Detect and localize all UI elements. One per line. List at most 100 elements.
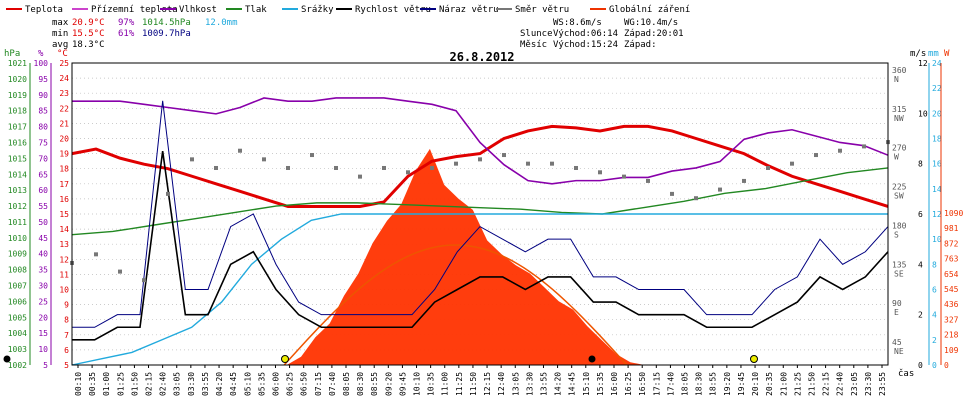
moon-rise: Východ:15:24: [553, 40, 618, 50]
temperature-tick: 19: [59, 150, 69, 159]
direction-name: S: [894, 230, 899, 239]
legend-label: Srážky: [301, 5, 334, 15]
x-tick-label: 15:35: [596, 372, 605, 396]
x-tick-label: 11:50: [469, 372, 478, 396]
direction-point: [814, 153, 818, 158]
rain-tick: 12: [932, 210, 942, 219]
temperature-tick: 18: [59, 165, 69, 174]
direction-point: [718, 187, 722, 192]
pressure-tick: 1009: [8, 250, 27, 259]
humidity-tick: 65: [38, 170, 48, 179]
unit-hpa: hPa: [4, 49, 20, 59]
humidity-tick: 30: [38, 282, 48, 291]
rain-tick: 24: [932, 59, 942, 68]
direction-name: W: [894, 153, 899, 162]
wind-tick: 12: [918, 59, 928, 68]
max-press: 1014.5hPa: [142, 18, 191, 28]
x-tick-label: 16:25: [624, 372, 633, 396]
x-tick-label: 13:55: [539, 372, 548, 396]
direction-point: [262, 157, 266, 162]
radiation-tick: 109: [944, 346, 959, 355]
direction-point: [838, 148, 842, 153]
humidity-tick: 40: [38, 250, 48, 259]
pressure-tick: 1007: [8, 282, 27, 291]
legend-label: Teplota: [25, 5, 63, 15]
unit-labels: hPa % °C m/s mm W čas: [4, 49, 950, 379]
x-tick-label: 10:10: [413, 372, 422, 396]
x-tick-label: 14:20: [554, 372, 563, 396]
direction-point: [310, 153, 314, 158]
humidity-tick: 15: [38, 329, 48, 338]
legend-label: Směr větru: [515, 5, 569, 15]
x-tick-label: 00:35: [88, 372, 97, 396]
humidity-tick: 80: [38, 123, 48, 132]
sun-rise: Východ:06:14: [553, 29, 618, 39]
radiation-tick: 872: [944, 239, 959, 248]
temperature-tick: 9: [64, 301, 69, 310]
direction-tick: 90: [892, 299, 902, 308]
rain-tick: 0: [932, 361, 937, 370]
x-tick-label: 18:30: [695, 372, 704, 396]
direction-point: [454, 161, 458, 166]
direction-point: [622, 174, 626, 179]
humidity-tick: 90: [38, 91, 48, 100]
direction-tick: 360: [892, 66, 907, 75]
x-tick-label: 13:05: [511, 372, 520, 396]
temperature-tick: 20: [59, 135, 69, 144]
humidity-tick: 25: [38, 297, 48, 306]
humidity-tick: 20: [38, 313, 48, 322]
series-line: [71, 167, 889, 236]
x-tick-label: 18:55: [709, 372, 718, 396]
sun-label: Slunce: [520, 29, 553, 39]
x-tick-label: 23:55: [878, 372, 887, 396]
avg-temp: 18.3°C: [72, 40, 105, 50]
direction-tick: 180: [892, 221, 907, 230]
x-axis-labels: 00:10 00:35 01:00 01:25 01:50 02:15 02:40 03:05…: [74, 365, 887, 396]
max-hum: 97%: [118, 18, 135, 28]
temperature-tick: 23: [59, 89, 69, 98]
series-lines: [3, 97, 890, 366]
x-tick-label: 07:40: [328, 372, 337, 396]
legend-label: Náraz větru: [439, 5, 499, 15]
moon-marker: [3, 355, 11, 363]
temperature-tick: 8: [64, 316, 69, 325]
x-tick-label: 08:55: [370, 372, 379, 396]
direction-point: [214, 165, 218, 170]
direction-name: N: [894, 75, 899, 84]
x-tick-label: 17:15: [652, 372, 661, 396]
direction-tick: 270: [892, 144, 907, 153]
direction-name: SE: [894, 269, 904, 278]
sunset-marker: [750, 355, 758, 363]
moon-set: Západ:: [624, 40, 657, 50]
humidity-tick: 85: [38, 107, 48, 116]
min-hum: 61%: [118, 29, 135, 39]
pressure-tick: 1020: [8, 75, 27, 84]
humidity-tick: 5: [43, 361, 48, 370]
direction-point: [286, 165, 290, 170]
x-tick-label: 09:45: [398, 372, 407, 396]
x-tick-label: 05:10: [243, 372, 252, 396]
x-tick-label: 16:50: [638, 372, 647, 396]
direction-point: [862, 144, 866, 149]
legend-label: Rychlost větru: [355, 5, 431, 15]
wind-tick: 4: [918, 260, 923, 269]
wind-tick: 6: [918, 210, 923, 219]
axes: 1021102010191018101710161015101410131012…: [8, 59, 964, 370]
min-temp: 15.5°C: [72, 29, 105, 39]
x-tick-label: 21:25: [793, 372, 802, 396]
direction-point: [598, 170, 602, 175]
direction-point: [166, 191, 170, 196]
avg-label: avg: [52, 40, 68, 50]
series-line: [72, 100, 889, 328]
direction-point: [646, 178, 650, 183]
temperature-tick: 17: [59, 180, 69, 189]
radiation-tick: 654: [944, 270, 959, 279]
x-tick-label: 05:35: [257, 372, 266, 396]
x-tick-label: 03:05: [173, 372, 182, 396]
humidity-tick: 10: [38, 345, 48, 354]
unit-pct: %: [38, 49, 44, 59]
direction-point: [334, 165, 338, 170]
wind-tick: 0: [918, 361, 923, 370]
series-line: [71, 124, 889, 208]
